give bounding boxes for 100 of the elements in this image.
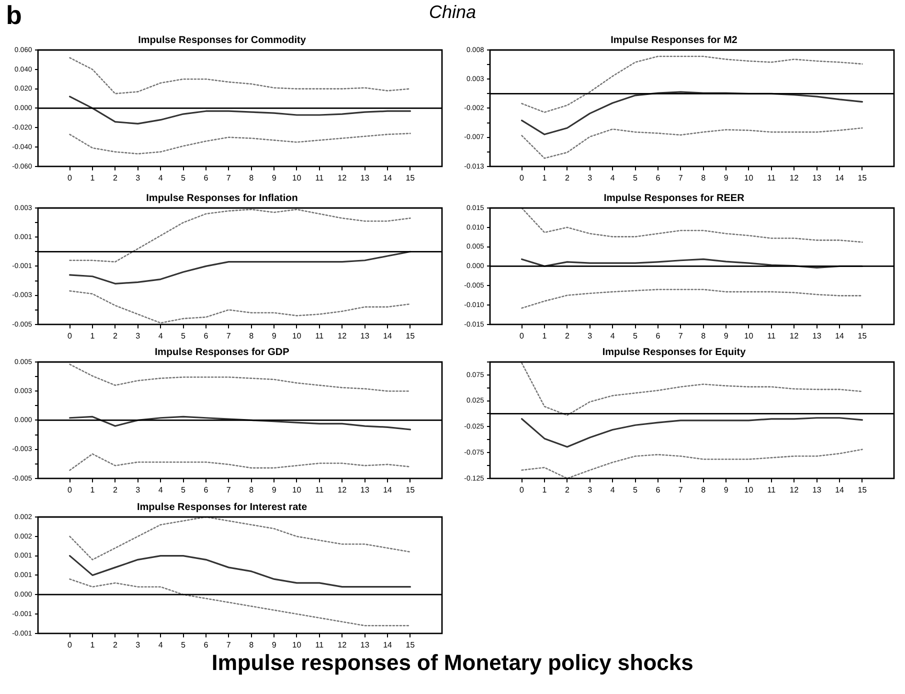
- x-tick-label: 4: [610, 485, 616, 494]
- x-tick-label: 4: [158, 173, 164, 182]
- x-tick-label: 5: [633, 173, 638, 182]
- x-tick-label: 9: [724, 485, 729, 494]
- x-tick-label: 15: [406, 640, 416, 650]
- x-tick-label: 4: [158, 640, 164, 650]
- chart-title: Impulse Responses for REER: [604, 192, 746, 204]
- x-tick-label: 6: [656, 173, 661, 182]
- x-tick-label: 15: [858, 485, 868, 494]
- x-tick-label: 6: [656, 485, 661, 494]
- x-tick-label: 1: [90, 331, 96, 340]
- x-tick-label: 7: [678, 173, 684, 182]
- x-tick-label: 10: [744, 331, 754, 340]
- x-tick-label: 3: [136, 173, 141, 182]
- chart-title: Impulse Responses for GDP: [154, 346, 290, 358]
- x-tick-label: 15: [858, 331, 868, 340]
- x-tick-label: 14: [383, 485, 393, 494]
- x-tick-label: 8: [249, 640, 254, 650]
- x-tick-label: 3: [136, 485, 141, 494]
- x-tick-label: 4: [610, 331, 616, 340]
- x-tick-label: 3: [588, 331, 593, 340]
- x-tick-label: 14: [383, 173, 393, 182]
- x-tick-label: 4: [610, 173, 616, 182]
- x-tick-label: 14: [835, 173, 845, 182]
- chart-title: Impulse Responses for Equity: [602, 346, 746, 358]
- x-tick-label: 11: [767, 485, 776, 494]
- x-tick-label: 3: [136, 640, 141, 650]
- x-tick-label: 11: [315, 173, 324, 182]
- x-tick-label: 5: [181, 640, 186, 650]
- text: b: [6, 0, 22, 31]
- x-tick-label: 9: [272, 640, 277, 650]
- x-tick-label: 2: [564, 485, 570, 494]
- x-tick-label: 8: [249, 173, 254, 182]
- x-tick-label: 5: [181, 173, 186, 182]
- x-tick-label: 10: [744, 485, 754, 494]
- x-tick-label: 12: [790, 173, 800, 182]
- x-tick-label: 11: [315, 331, 324, 340]
- x-tick-label: 3: [588, 485, 593, 494]
- chart-title: Impulse Responses for M2: [610, 34, 738, 46]
- x-tick-label: 0: [68, 331, 73, 340]
- x-tick-label: 11: [315, 485, 324, 494]
- x-tick-label: 1: [542, 173, 548, 182]
- x-tick-label: 9: [724, 173, 729, 182]
- x-tick-label: 1: [90, 173, 96, 182]
- x-tick-label: 15: [858, 173, 868, 182]
- chart-title: Impulse Responses for Inflation: [146, 192, 298, 204]
- x-tick-label: 1: [542, 331, 548, 340]
- x-tick-label: 12: [790, 331, 800, 340]
- x-tick-label: 9: [272, 485, 277, 494]
- x-tick-label: 2: [112, 331, 118, 340]
- x-tick-label: 7: [226, 173, 232, 182]
- x-tick-label: 15: [406, 485, 416, 494]
- x-tick-label: 10: [292, 173, 302, 182]
- x-tick-label: 1: [542, 485, 548, 494]
- x-tick-label: 7: [226, 331, 232, 340]
- x-tick-label: 8: [249, 485, 254, 494]
- x-tick-label: 13: [812, 485, 822, 494]
- x-tick-label: 0: [520, 173, 525, 182]
- x-tick-label: 13: [812, 173, 822, 182]
- x-tick-label: 15: [406, 173, 416, 182]
- x-tick-label: 11: [767, 173, 776, 182]
- x-tick-label: 14: [383, 331, 393, 340]
- x-tick-label: 6: [204, 485, 209, 494]
- x-tick-label: 5: [633, 485, 638, 494]
- x-tick-label: 9: [724, 331, 729, 340]
- chart-title: Impulse Responses for Commodity: [138, 34, 306, 46]
- x-tick-label: 6: [656, 331, 661, 340]
- x-tick-label: 13: [360, 640, 370, 650]
- x-tick-label: 0: [520, 485, 525, 494]
- x-tick-label: 8: [701, 485, 706, 494]
- x-tick-label: 7: [226, 640, 232, 650]
- x-tick-label: 11: [315, 640, 324, 650]
- x-tick-label: 13: [360, 485, 370, 494]
- x-tick-label: 8: [701, 173, 706, 182]
- x-tick-label: 12: [338, 640, 348, 650]
- x-tick-label: 1: [90, 485, 96, 494]
- x-tick-label: 14: [383, 640, 393, 650]
- x-tick-label: 1: [90, 640, 96, 650]
- x-tick-label: 12: [790, 485, 800, 494]
- x-tick-label: 11: [767, 331, 776, 340]
- x-tick-label: 0: [68, 485, 73, 494]
- x-tick-label: 7: [678, 331, 684, 340]
- x-tick-label: 10: [292, 640, 302, 650]
- x-tick-label: 12: [338, 331, 348, 340]
- x-tick-label: 9: [272, 331, 277, 340]
- x-tick-label: 10: [292, 331, 302, 340]
- x-tick-label: 12: [338, 173, 348, 182]
- x-tick-label: 15: [406, 331, 416, 340]
- x-tick-label: 6: [204, 331, 209, 340]
- x-tick-label: 0: [68, 640, 73, 650]
- x-tick-label: 0: [520, 331, 525, 340]
- x-tick-label: 7: [678, 485, 684, 494]
- x-tick-label: 14: [835, 331, 845, 340]
- x-tick-label: 8: [701, 331, 706, 340]
- x-tick-label: 4: [158, 485, 164, 494]
- x-tick-label: 6: [204, 640, 209, 650]
- x-tick-label: 3: [136, 331, 141, 340]
- x-tick-label: 2: [112, 485, 118, 494]
- x-tick-label: 5: [633, 331, 638, 340]
- x-tick-label: 2: [112, 640, 118, 650]
